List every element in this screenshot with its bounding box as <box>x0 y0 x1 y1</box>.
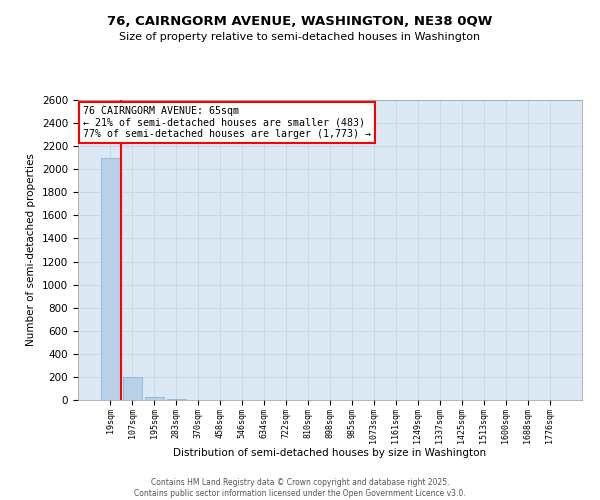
Text: Contains HM Land Registry data © Crown copyright and database right 2025.
Contai: Contains HM Land Registry data © Crown c… <box>134 478 466 498</box>
Bar <box>123 377 142 400</box>
Bar <box>101 158 119 400</box>
Text: Size of property relative to semi-detached houses in Washington: Size of property relative to semi-detach… <box>119 32 481 42</box>
Bar <box>145 397 164 400</box>
Y-axis label: Number of semi-detached properties: Number of semi-detached properties <box>26 154 37 346</box>
X-axis label: Distribution of semi-detached houses by size in Washington: Distribution of semi-detached houses by … <box>173 448 487 458</box>
Text: 76 CAIRNGORM AVENUE: 65sqm
← 21% of semi-detached houses are smaller (483)
77% o: 76 CAIRNGORM AVENUE: 65sqm ← 21% of semi… <box>83 106 371 139</box>
Text: 76, CAIRNGORM AVENUE, WASHINGTON, NE38 0QW: 76, CAIRNGORM AVENUE, WASHINGTON, NE38 0… <box>107 15 493 28</box>
